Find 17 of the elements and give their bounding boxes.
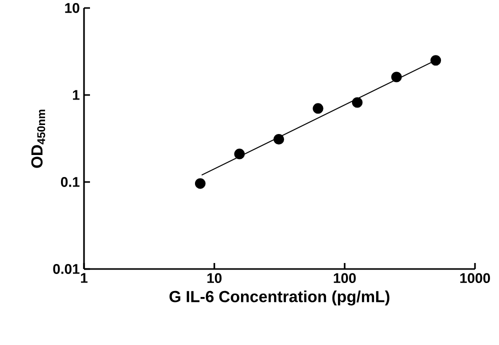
x-tick-label: 10 [207, 273, 222, 284]
point [391, 72, 402, 82]
y-tick-label: 10 [65, 3, 80, 13]
point [430, 55, 442, 66]
x-axis-title: G IL-6 Concentration (pg/mL) [170, 290, 390, 306]
y-tick-label: 1 [72, 90, 80, 100]
point [194, 178, 206, 189]
y-tick-label: 0.01 [53, 264, 80, 274]
x-tick-label: 1 [80, 273, 88, 283]
point [312, 103, 324, 114]
point [234, 148, 245, 160]
y-tick-label: 0.1 [60, 177, 80, 187]
x-tick-label: 100 [334, 273, 356, 284]
point [274, 134, 284, 145]
point [352, 97, 363, 108]
y-axis-title: OD$_{450nm}$ [31, 110, 46, 168]
x-tick-label: 1000 [460, 273, 490, 284]
